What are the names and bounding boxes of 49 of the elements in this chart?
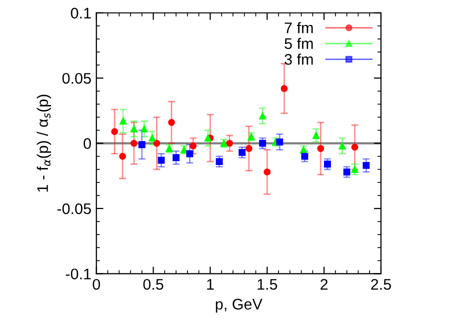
point xyxy=(186,150,194,158)
point xyxy=(140,125,148,132)
point xyxy=(312,132,320,139)
point xyxy=(148,134,156,142)
point xyxy=(343,168,350,176)
point xyxy=(351,166,358,173)
point xyxy=(216,158,223,166)
point xyxy=(338,142,346,150)
point xyxy=(190,142,197,150)
point xyxy=(153,140,160,147)
y-axis-title: 1 - f$_{α}$(p) / α$_{s}$(p) xyxy=(36,94,52,192)
point xyxy=(317,145,324,152)
x-tick-label: 2.5 xyxy=(371,278,391,290)
point xyxy=(259,112,266,120)
y-tick-label: 0.05 xyxy=(62,72,91,84)
x-axis-title: p, GeV xyxy=(216,298,262,313)
point xyxy=(245,145,252,152)
point xyxy=(130,125,138,132)
point xyxy=(158,156,165,164)
point xyxy=(238,148,246,156)
x-tick-label: 0 xyxy=(92,278,100,290)
y-tick-label: 0.1 xyxy=(70,8,91,19)
point xyxy=(204,134,212,142)
point xyxy=(119,152,126,160)
y-tick-label: 0 xyxy=(84,138,91,149)
point xyxy=(168,118,175,126)
legend-label: 3 fm xyxy=(284,54,313,65)
point xyxy=(138,141,146,148)
point xyxy=(120,118,127,125)
legend-label: 7 fm xyxy=(284,22,313,34)
point xyxy=(264,168,271,176)
x-tick-label: 2 xyxy=(320,278,328,290)
point xyxy=(259,140,266,147)
point xyxy=(111,128,118,136)
x-tick-label: 1 xyxy=(207,279,214,290)
point xyxy=(172,154,180,162)
x-tick-label: 0.5 xyxy=(143,278,164,290)
x-tick-label: 1.5 xyxy=(258,279,278,290)
y-tick-label: -0.05 xyxy=(57,203,91,214)
point xyxy=(276,138,284,146)
point xyxy=(351,144,358,151)
point xyxy=(280,85,288,92)
legend-label: 5 fm xyxy=(284,38,313,50)
point xyxy=(130,140,138,147)
point xyxy=(324,160,331,168)
point xyxy=(226,140,234,147)
point xyxy=(301,152,308,160)
point xyxy=(362,162,370,169)
y-tick-label: -0.1 xyxy=(66,268,91,280)
